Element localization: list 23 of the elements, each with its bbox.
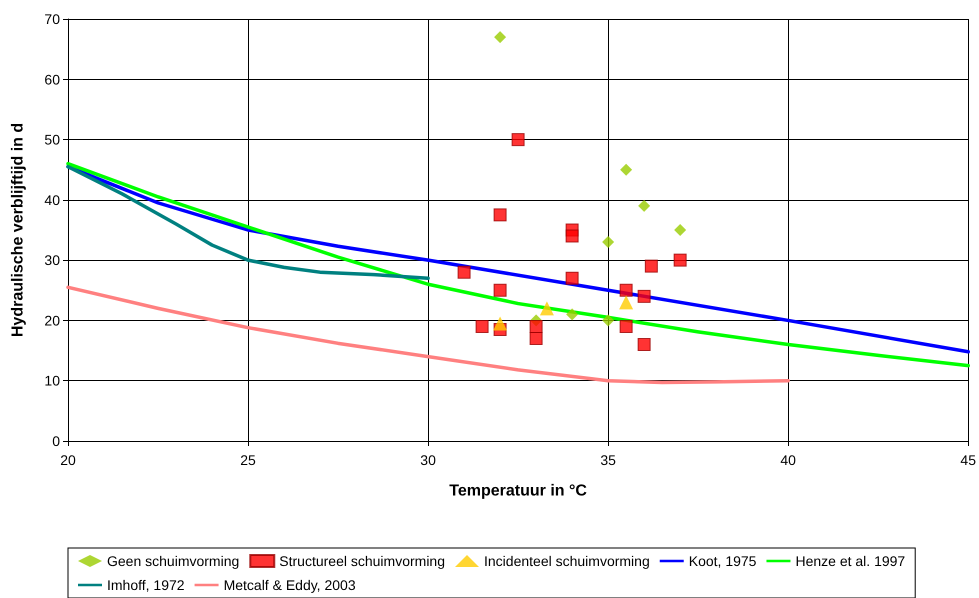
x-tick-label: 40 bbox=[780, 452, 796, 468]
x-tick-label: 20 bbox=[60, 452, 76, 468]
y-tick-label: 20 bbox=[44, 312, 60, 328]
y-tick-label: 0 bbox=[52, 433, 60, 449]
legend-label: Geen schuimvorming bbox=[107, 553, 240, 569]
legend-label: Incidenteel schuimvorming bbox=[484, 553, 650, 569]
x-tick-label: 25 bbox=[240, 452, 256, 468]
x-tick-label: 30 bbox=[420, 452, 436, 468]
y-tick-label: 30 bbox=[44, 252, 60, 268]
y-tick-label: 10 bbox=[44, 372, 60, 389]
y-tick-label: 50 bbox=[44, 132, 60, 148]
legend-label: Metcalf & Eddy, 2003 bbox=[224, 577, 356, 593]
x-tick-label: 35 bbox=[600, 452, 616, 468]
legend-label: Henze et al. 1997 bbox=[795, 553, 906, 569]
x-tick-label: 45 bbox=[960, 452, 976, 468]
legend-label: Structureel schuimvorming bbox=[279, 553, 446, 569]
y-axis-title: Hydraulische verblijftijd in d bbox=[10, 122, 26, 338]
y-tick-label: 70 bbox=[44, 11, 60, 27]
y-tick-label: 40 bbox=[44, 192, 60, 208]
x-axis-title: Temperatuur in °C bbox=[449, 482, 588, 500]
legend-label: Koot, 1975 bbox=[688, 553, 757, 569]
legend-label: Imhoff, 1972 bbox=[107, 577, 185, 593]
y-tick-label: 60 bbox=[44, 71, 60, 88]
